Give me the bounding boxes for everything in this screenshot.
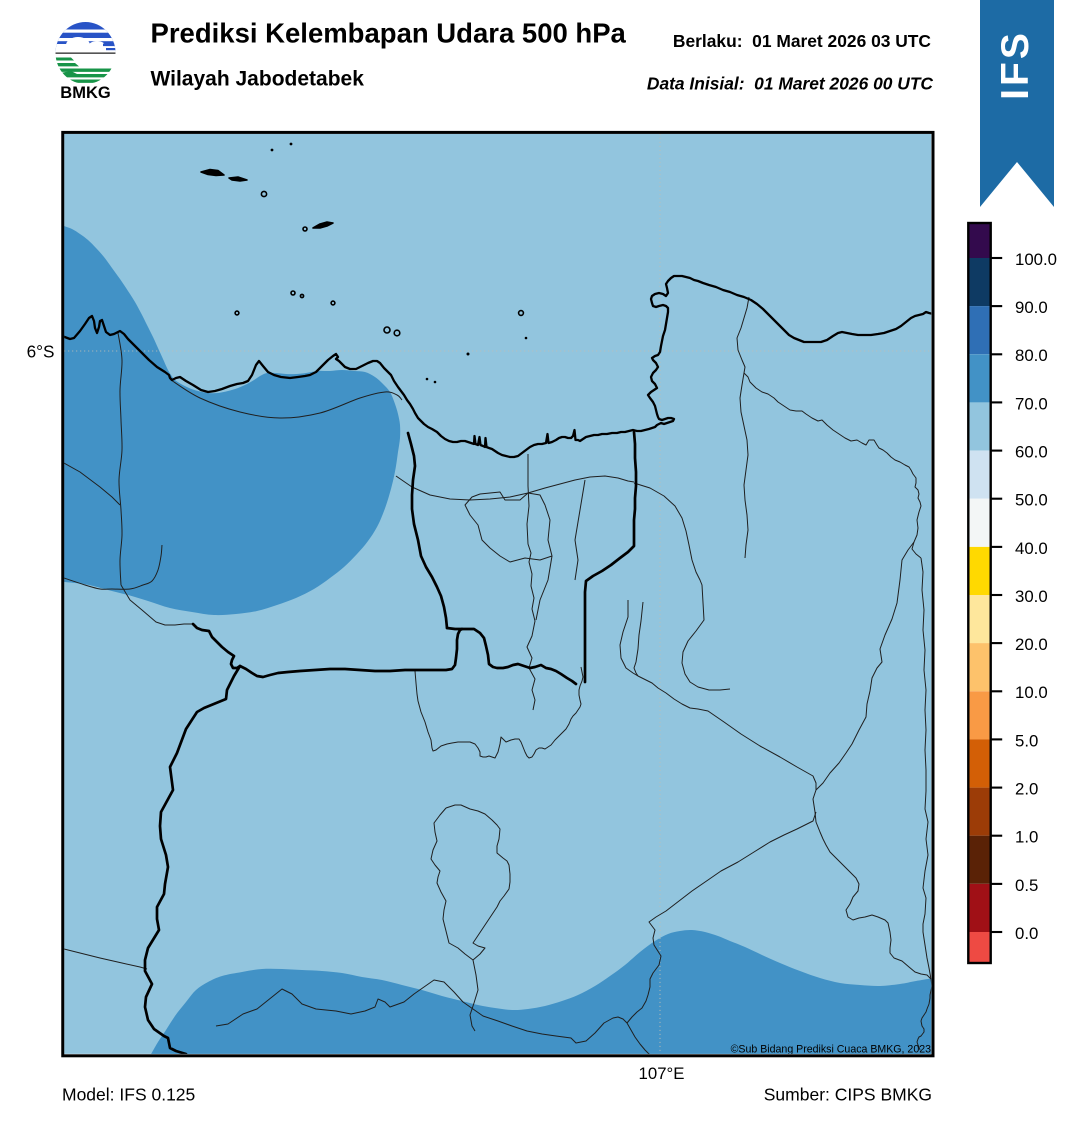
- svg-text:Data Inisial: 01 Maret 2026 0: Data Inisial: 01 Maret 2026 00 UTC: [647, 74, 934, 94]
- svg-text:90.0: 90.0: [1015, 298, 1048, 317]
- svg-text:80.0: 80.0: [1015, 346, 1048, 365]
- svg-text:10.0: 10.0: [1015, 683, 1048, 702]
- svg-text:1.0: 1.0: [1015, 828, 1038, 847]
- svg-text:40.0: 40.0: [1015, 539, 1048, 558]
- svg-text:5.0: 5.0: [1015, 731, 1038, 750]
- svg-text:0.5: 0.5: [1015, 876, 1038, 895]
- svg-text:50.0: 50.0: [1015, 491, 1048, 510]
- svg-text:100.0: 100.0: [1015, 250, 1057, 269]
- svg-text:Berlaku: 01 Maret 2026 03 UTC: Berlaku: 01 Maret 2026 03 UTC: [673, 31, 932, 51]
- svg-text:Model: IFS 0.125: Model: IFS 0.125: [62, 1085, 195, 1105]
- svg-text:Sumber: CIPS BMKG: Sumber: CIPS BMKG: [764, 1085, 932, 1105]
- svg-text:©Sub Bidang Prediksi Cuaca BMK: ©Sub Bidang Prediksi Cuaca BMKG, 2023: [731, 1044, 931, 1056]
- svg-text:30.0: 30.0: [1015, 587, 1048, 606]
- svg-text:IFS: IFS: [994, 30, 1037, 100]
- svg-text:Prediksi Kelembapan Udara 500: Prediksi Kelembapan Udara 500 hPa: [151, 18, 627, 49]
- svg-text:70.0: 70.0: [1015, 394, 1048, 413]
- svg-text:6°S: 6°S: [27, 342, 55, 362]
- svg-text:0.0: 0.0: [1015, 924, 1038, 943]
- svg-text:20.0: 20.0: [1015, 635, 1048, 654]
- svg-text:BMKG: BMKG: [60, 84, 110, 102]
- svg-text:Wilayah Jabodetabek: Wilayah Jabodetabek: [151, 68, 365, 91]
- svg-text:107°E: 107°E: [639, 1064, 685, 1083]
- svg-text:2.0: 2.0: [1015, 780, 1038, 799]
- svg-text:60.0: 60.0: [1015, 443, 1048, 462]
